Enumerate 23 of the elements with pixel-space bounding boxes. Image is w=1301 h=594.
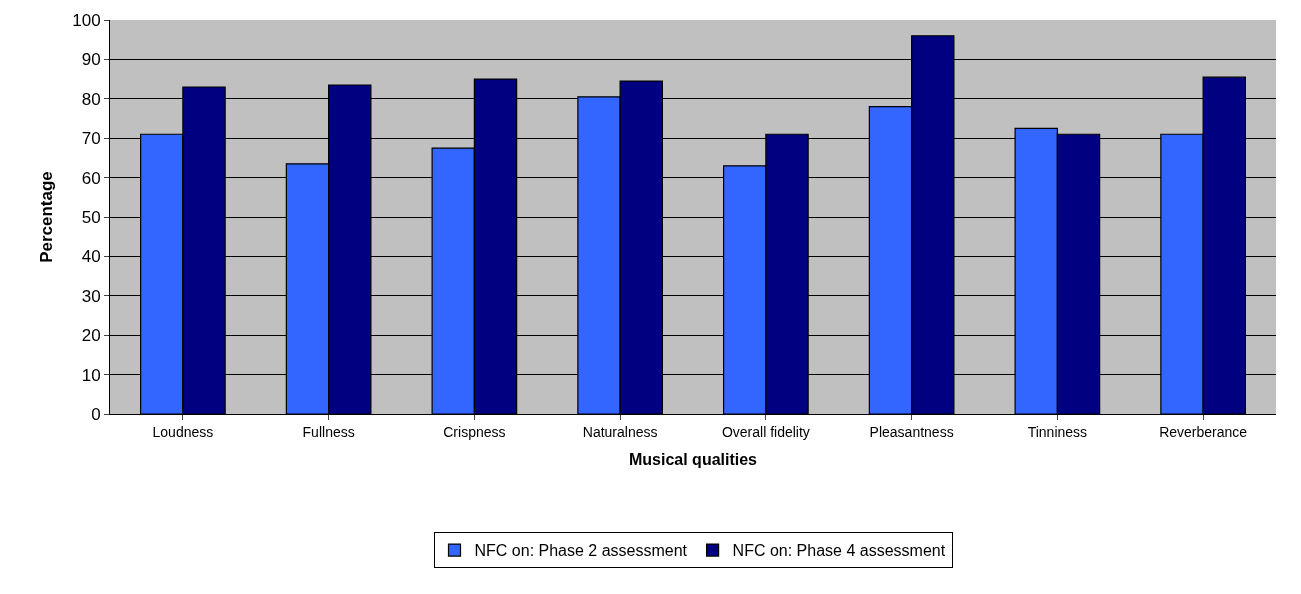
y-tick-label: 100 (72, 10, 101, 30)
legend-label: NFC on: Phase 2 assessment (474, 542, 688, 560)
x-tick-label: Pleasantness (869, 423, 954, 440)
x-tick-label: Overall fidelity (721, 423, 810, 440)
y-axis-title: Percentage (36, 171, 56, 263)
y-tick-label: 0 (91, 404, 101, 424)
legend-label: NFC on: Phase 4 assessment (732, 542, 946, 560)
y-tick-label: 90 (81, 50, 101, 70)
x-tick-label: Naturalness (582, 423, 658, 440)
y-tick-label: 40 (81, 247, 101, 267)
x-tick-label: Reverberance (1159, 423, 1248, 440)
x-tick-label: Tinniness (1027, 423, 1088, 440)
x-tick-label: Loudness (152, 423, 214, 440)
x-tick-label: Fullness (302, 423, 355, 440)
y-tick-label: 80 (81, 89, 101, 109)
x-tick-label: Crispness (443, 423, 506, 440)
y-tick-label: 60 (81, 168, 101, 188)
y-tick-label: 70 (81, 129, 101, 149)
y-tick-label: 20 (81, 326, 101, 346)
y-tick-label: 10 (81, 365, 101, 385)
y-tick-label: 30 (81, 286, 101, 306)
x-axis-title: Musical qualities (628, 451, 758, 469)
y-tick-label: 50 (81, 207, 101, 227)
